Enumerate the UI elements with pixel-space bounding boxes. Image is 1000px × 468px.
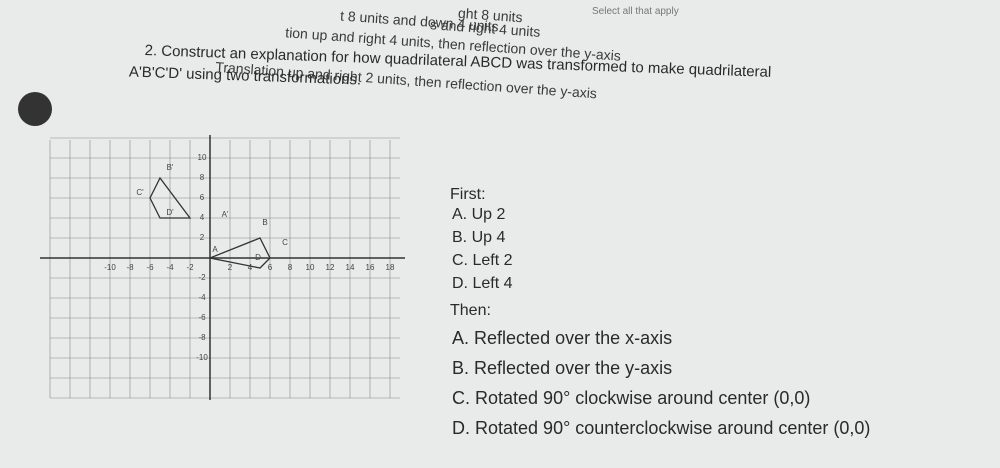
option-text: Rotated 90° counterclockwise around cent… [475,418,871,438]
x-tick-label: 14 [346,263,355,272]
point-label: D [255,253,261,262]
option-letter: C. [452,252,468,269]
x-tick-label: -8 [126,263,134,272]
x-tick-label: -2 [186,263,194,272]
option-text: Rotated 90° clockwise around center (0,0… [475,388,811,408]
point-label: B [262,218,267,227]
y-tick-label: 10 [198,153,207,162]
option[interactable]: A. Reflected over the x-axis [452,328,672,349]
option-letter: B. [452,358,470,378]
option-letter: D. [452,275,468,292]
option-text: Up 2 [471,206,506,223]
option-text: Reflected over the x-axis [474,328,673,348]
point-label: B' [167,163,174,172]
point-label: A [212,245,218,254]
x-tick-label: 12 [326,263,335,272]
point-label: C [282,238,288,247]
y-tick-label: 4 [200,213,205,222]
y-tick-label: -10 [196,353,208,362]
x-tick-label: 16 [366,263,375,272]
y-tick-label: 6 [200,193,205,202]
y-tick-label: 2 [200,233,205,242]
option-letter: B. [452,229,468,246]
option[interactable]: D. Rotated 90° counterclockwise around c… [452,418,870,439]
x-tick-label: 6 [268,263,273,272]
section-label: Then: [450,302,491,319]
option[interactable]: B. Reflected over the y-axis [452,358,672,379]
x-tick-label: 10 [306,263,315,272]
option-text: Left 2 [472,252,513,269]
x-tick-label: -4 [166,263,174,272]
x-tick-label: -6 [146,263,154,272]
option[interactable]: C. Left 2 [452,252,512,270]
point-label: A' [222,210,229,219]
option[interactable]: A. Up 2 [452,206,505,224]
option-text: Left 4 [472,275,513,292]
x-tick-label: 4 [248,263,253,272]
option-text: Reflected over the y-axis [474,358,673,378]
point-label: C' [136,188,144,197]
point-label: D' [166,208,174,217]
x-tick-label: 2 [228,263,233,272]
y-tick-label: 8 [200,173,205,182]
option-letter: A. [452,328,470,348]
option-letter: C. [452,388,470,408]
option[interactable]: C. Rotated 90° clockwise around center (… [452,388,810,409]
option[interactable]: D. Left 4 [452,275,512,293]
x-tick-label: 8 [288,263,293,272]
y-tick-label: -2 [198,273,206,282]
y-tick-label: -6 [198,313,206,322]
y-tick-label: -4 [198,293,206,302]
y-tick-label: -8 [198,333,206,342]
select-note: Select all that apply [592,6,679,17]
option-letter: A. [452,206,468,223]
x-tick-label: -10 [104,263,116,272]
section-label: First: [450,186,486,203]
option-text: Up 4 [471,229,506,246]
option[interactable]: B. Up 4 [452,229,505,247]
x-tick-label: 18 [386,263,395,272]
quadrilateral-image [149,176,192,219]
punch-hole [18,92,52,126]
quadrilateral [207,237,271,269]
option-letter: D. [452,418,470,438]
